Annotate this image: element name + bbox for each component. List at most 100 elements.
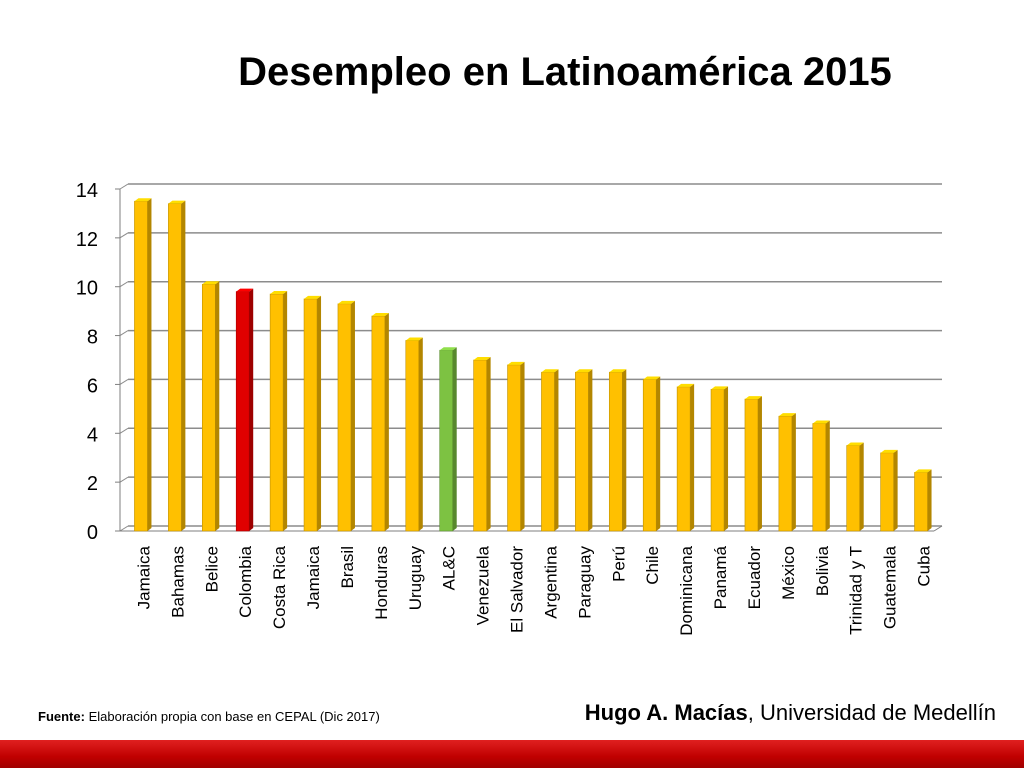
bar-front [473,359,487,532]
bar-dominicana [676,383,695,532]
bar-front [439,349,454,532]
bar-side [724,386,729,531]
bar-side [791,413,796,531]
bar-top [643,376,661,380]
bar-front [880,452,894,532]
bar-side [350,300,355,531]
bar-side [418,337,423,531]
x-axis-labels: Jamaica Bahamas Belice Colombia Costa Rica Ja… [134,545,933,635]
bar-uruguay [405,337,423,532]
gridline-depth [119,525,129,532]
bar-side [825,420,830,531]
y-axis: 0 2 4 6 8 10 12 14 [76,180,943,544]
bar-front [642,379,657,532]
gridline-depth [119,427,129,434]
bar-top [880,449,898,453]
bar-front [168,203,182,532]
bar-brasil [337,300,355,532]
author-affiliation: , Universidad de Medellín [747,700,996,725]
author-name: Hugo A. Macías [584,700,748,725]
bar-top [304,295,322,299]
bar-top [609,369,627,373]
bar-chile [642,376,661,532]
x-tick-label: México [779,546,798,600]
bar-front [914,472,928,532]
x-tick-label: Jamaica [134,545,153,609]
source-note: Fuente: Elaboración propia con base en C… [38,709,380,724]
author-credit: Hugo A. Macías, Universidad de Medellín [585,700,996,726]
bar-paraguay [575,369,593,532]
x-tick-label: El Salvador [508,546,527,633]
bar-side [249,288,254,531]
bar-top [202,281,220,285]
bar-front [201,283,216,532]
gridline-depth [119,281,129,288]
bar-top [846,442,864,446]
y-tick-label: 12 [76,229,98,251]
bar-side [656,376,661,531]
bar-top [677,383,695,387]
bar-top [914,469,932,473]
bar-top [507,361,525,365]
chart-title: Desempleo en Latinoamérica 2015 [238,50,892,94]
bar-side [317,295,322,531]
bar-trinidad-y-t [846,442,864,532]
bar-front [778,415,793,532]
bar-top [711,386,729,390]
x-tick-label: Brasil [338,546,357,589]
bar-front [710,389,725,532]
bar-top [168,200,186,204]
bar-guatemala [880,449,898,532]
bar-bolivia [812,420,830,532]
x-tick-label: Colombia [236,545,255,617]
bar-top [337,300,355,304]
bar-side [384,313,389,531]
y-tick-label: 2 [87,473,98,495]
gridline-depth [119,330,129,336]
bar-front [337,303,352,532]
bar-argentina [541,369,559,532]
x-tick-label: Paraguay [575,546,594,619]
bar-side [927,469,932,531]
bar-top [541,369,559,373]
y-tick-label: 0 [87,522,98,544]
bar-top [812,420,830,424]
bar-top [575,369,593,373]
bar-front [812,423,827,532]
bar-ecuador [744,396,762,532]
bar-m-xico [778,413,796,532]
gridline-depth [119,476,129,483]
bar-front [608,371,623,532]
x-tick-label: Honduras [372,546,391,620]
x-tick-label: Trinidad y T [847,546,866,635]
bar-side [859,442,864,531]
gridline-depth [119,232,129,239]
x-tick-label: Guatemala [881,545,900,629]
grid-lines [119,183,942,532]
bar-side [215,281,220,531]
bar-top [473,357,491,360]
bar-side [554,369,559,531]
bar-honduras [371,313,389,532]
bottom-band [0,740,1024,768]
bar-venezuela [473,357,491,532]
bar-top [134,198,152,202]
bar-chart: 0 2 4 6 8 10 12 14 Jamaica Bahamas Belice Colombia… [76,180,943,636]
bar-side [588,369,593,531]
bar-top [439,347,457,351]
x-tick-label: Panamá [711,545,730,609]
bar-front [541,371,555,532]
bar-side [452,347,457,531]
bar-front [575,371,589,532]
bar-side [622,369,627,531]
x-tick-label: Uruguay [406,546,425,611]
x-tick-label: Dominicana [677,545,696,635]
bar-top [778,413,796,417]
bar-front [269,293,284,532]
bar-side [486,357,491,531]
bar-top [236,288,254,292]
bar-side [181,200,186,531]
x-axis-depth [933,525,943,532]
y-tick-label: 4 [87,424,98,446]
gridline-depth [119,379,129,385]
